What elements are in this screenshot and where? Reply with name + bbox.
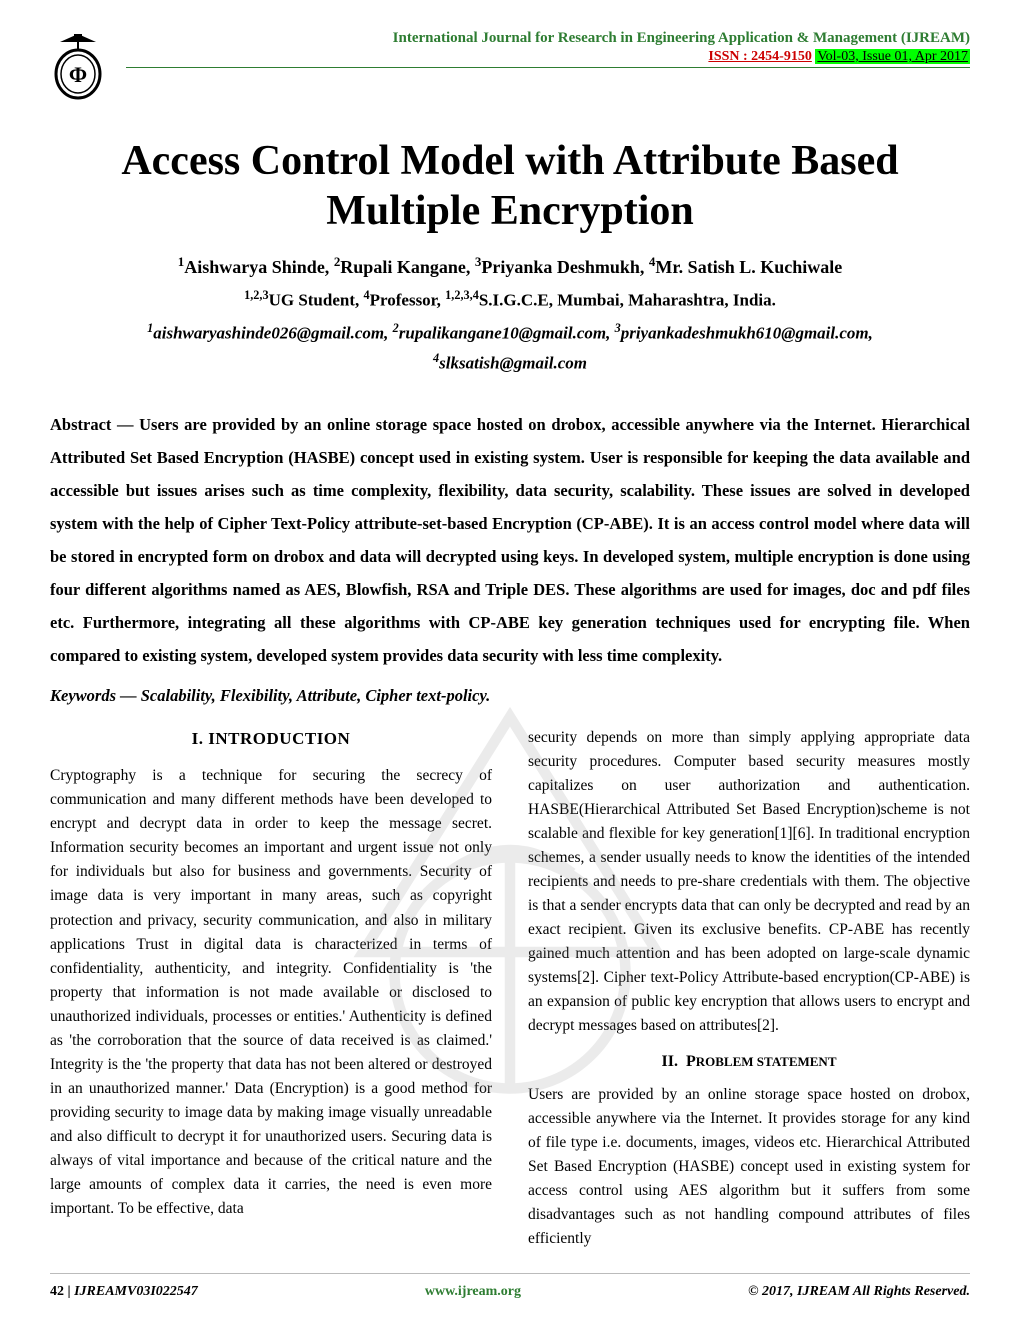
journal-name: International Journal for Research in En… bbox=[126, 30, 970, 47]
section-1-heading: I. INTRODUCTION bbox=[50, 726, 492, 752]
header: Φ International Journal for Research in … bbox=[50, 30, 970, 109]
page: Φ International Journal for Research in … bbox=[0, 0, 1020, 1320]
footer-left: 42 | IJREAMV03I022547 bbox=[50, 1284, 198, 1300]
svg-text:Φ: Φ bbox=[69, 62, 87, 87]
section-1-body-col1: Cryptography is a technique for securing… bbox=[50, 764, 492, 1220]
abstract: Abstract — Users are provided by an onli… bbox=[50, 408, 970, 672]
body-columns: I. INTRODUCTION Cryptography is a techni… bbox=[50, 726, 970, 1251]
email4-line: 4slksatish@gmail.com bbox=[50, 351, 970, 374]
footer-copyright: © 2017, IJREAM All Rights Reserved. bbox=[748, 1284, 970, 1300]
paper-title: Access Control Model with Attribute Base… bbox=[100, 137, 920, 236]
footer: 42 | IJREAMV03I022547 www.ijream.org © 2… bbox=[50, 1273, 970, 1300]
emails-line: 1aishwaryashinde026@gmail.com, 2rupalika… bbox=[50, 321, 970, 344]
affiliation-line: 1,2,3UG Student, 4Professor, 1,2,3,4S.I.… bbox=[50, 288, 970, 311]
header-rule bbox=[126, 67, 970, 68]
section-1-body-col2: security depends on more than simply app… bbox=[528, 726, 970, 1038]
issn-line: ISSN : 2454-9150 Vol-03, Issue 01, Apr 2… bbox=[126, 49, 970, 65]
keywords: Keywords — Scalability, Flexibility, Att… bbox=[50, 686, 970, 706]
page-number: 42 bbox=[50, 1284, 64, 1299]
header-text: International Journal for Research in En… bbox=[126, 30, 970, 68]
authors-line: 1Aishwarya Shinde, 2Rupali Kangane, 3Pri… bbox=[50, 254, 970, 278]
column-left: I. INTRODUCTION Cryptography is a techni… bbox=[50, 726, 492, 1251]
issue-info: Vol-03, Issue 01, Apr 2017 bbox=[815, 49, 970, 64]
journal-logo-icon: Φ bbox=[50, 32, 106, 109]
column-right: security depends on more than simply app… bbox=[528, 726, 970, 1251]
section-2-body: Users are provided by an online storage … bbox=[528, 1083, 970, 1251]
footer-url: www.ijream.org bbox=[425, 1284, 521, 1300]
section-2-heading: II. PROBLEM STATEMENT bbox=[528, 1050, 970, 1075]
paper-code: IJREAMV03I022547 bbox=[74, 1284, 198, 1299]
issn-label: ISSN : 2454-9150 bbox=[708, 49, 811, 64]
